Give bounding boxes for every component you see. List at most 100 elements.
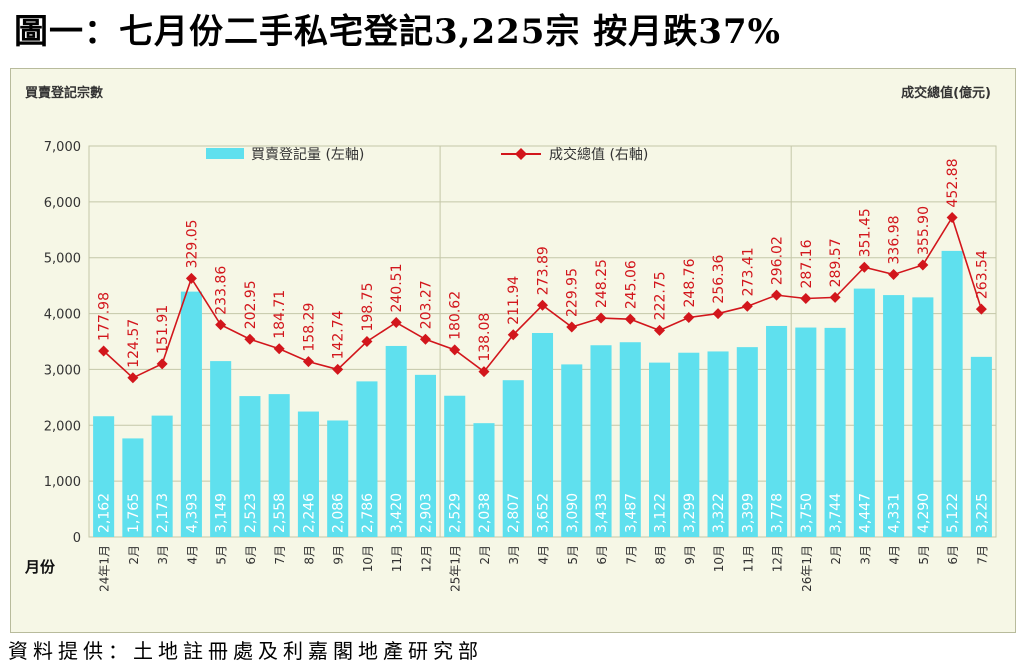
x-tick-label: 2月 [829,545,843,565]
bar [619,342,641,537]
bar [93,416,115,537]
x-tick-label: 5月 [566,545,580,565]
bar-value-label: 4,331 [887,493,903,533]
bar [414,374,437,537]
bar-value-label: 3,122 [653,493,669,533]
line-marker [975,303,987,315]
x-tick-label: 12月 [419,545,433,572]
bar [970,356,992,537]
line-value-label: 180.62 [448,291,464,340]
bar-value-label: 2,173 [155,493,171,533]
x-tick-label: 7月 [624,545,638,565]
legend-swatch-bars [206,148,244,159]
line-marker [127,372,139,384]
line-marker [888,268,900,280]
line-marker [215,319,227,331]
line-value-label: 263.54 [974,250,990,299]
line-marker [771,289,783,301]
line-marker [595,312,607,324]
line-marker [449,344,461,356]
line-value-label: 184.71 [272,290,288,339]
bar-value-label: 3,299 [682,493,698,533]
line-marker [858,261,870,273]
line-value-label: 151.91 [155,305,171,354]
bar-value-label: 3,399 [740,493,756,533]
line-marker [185,272,197,284]
bar-value-label: 5,122 [945,493,961,533]
x-tick-label: 6月 [595,545,609,565]
bar [473,423,495,537]
x-tick-label: 6月 [244,545,258,565]
x-tick-label: 3月 [156,545,170,565]
bar [268,394,290,537]
x-tick-label: 8月 [654,545,668,565]
line-value-label: 222.75 [653,271,669,320]
bar [151,415,173,537]
bar [883,295,905,537]
x-tick-label: 8月 [302,545,316,565]
x-tick-label: 3月 [858,545,872,565]
bar-value-label: 3,744 [828,493,844,533]
line-value-label: 289.57 [828,238,844,287]
line-value-label: 287.16 [799,239,815,288]
x-tick-label: 26年1月 [800,545,814,592]
line-marker [419,333,431,345]
bar [941,250,963,537]
bar [824,327,846,537]
legend-label-bars: 買賣登記量 (左軸) [251,146,364,163]
source-note: 資料提供：土地註冊處及利嘉閣地產研究部 [8,639,483,663]
x-tick-label: 3月 [507,545,521,565]
bar-value-label: 3,225 [974,493,990,533]
y-tick-label: 3,000 [44,363,81,378]
y-tick-label: 6,000 [44,196,81,211]
bar-value-label: 4,393 [184,493,200,533]
bar-value-label: 3,778 [770,493,786,533]
bar [531,333,554,537]
line-value-label: 273.41 [740,247,756,296]
bar-value-label: 2,086 [331,493,347,533]
bar-value-label: 2,246 [301,493,317,533]
bar-value-label: 4,290 [916,493,932,533]
x-tick-label: 9月 [332,545,346,565]
bar [912,297,934,537]
line-marker [390,317,402,329]
x-tick-label: 24年1月 [98,545,112,592]
x-tick-label: 10月 [361,545,375,572]
x-tick-label: 11月 [741,545,755,572]
y-tick-label: 0 [73,531,81,546]
line-value-label: 203.27 [418,280,434,329]
line-marker [478,366,490,378]
x-tick-label: 7月 [273,545,287,565]
line-marker [917,259,929,271]
y-tick-label: 2,000 [44,419,81,434]
bar [590,345,612,537]
line-value-label: 452.88 [945,158,961,207]
y-tick-label: 5,000 [44,252,81,267]
chart-svg: 買賣登記宗數 成交總值(億元) 月份 0 1,000 2,000 3,000 4,000 5,0… [24,85,997,592]
line-marker [712,308,724,320]
line-marker [624,313,636,325]
line-marker [98,345,110,357]
headline: 圖一：七月份二手私宅登記3,225宗 按月跌37% [14,12,781,52]
bar-value-label: 3,750 [799,493,815,533]
bars [93,250,992,537]
line-marker [946,211,958,223]
legend-marker-line [515,148,527,160]
bar [736,347,758,537]
bar [766,325,788,537]
bar-value-label: 3,420 [389,493,405,533]
x-tick-label: 2月 [127,545,141,565]
line-marker [800,292,812,304]
line-value-label: 273.89 [536,246,552,295]
x-tick-label: 4月 [185,545,199,565]
x-axis-title: 月份 [24,558,56,576]
x-tick-label: 25年1月 [449,545,463,592]
y-tick-label: 4,000 [44,308,81,323]
line-marker [361,336,373,347]
bar [678,352,700,537]
x-tick-label: 5月 [215,545,229,565]
line-marker [829,291,841,303]
chart-panel: 買賣登記宗數 成交總值(億元) 月份 0 1,000 2,000 3,000 4,000 5,0… [10,68,1016,633]
line-marker [683,311,695,323]
bar [795,327,817,537]
